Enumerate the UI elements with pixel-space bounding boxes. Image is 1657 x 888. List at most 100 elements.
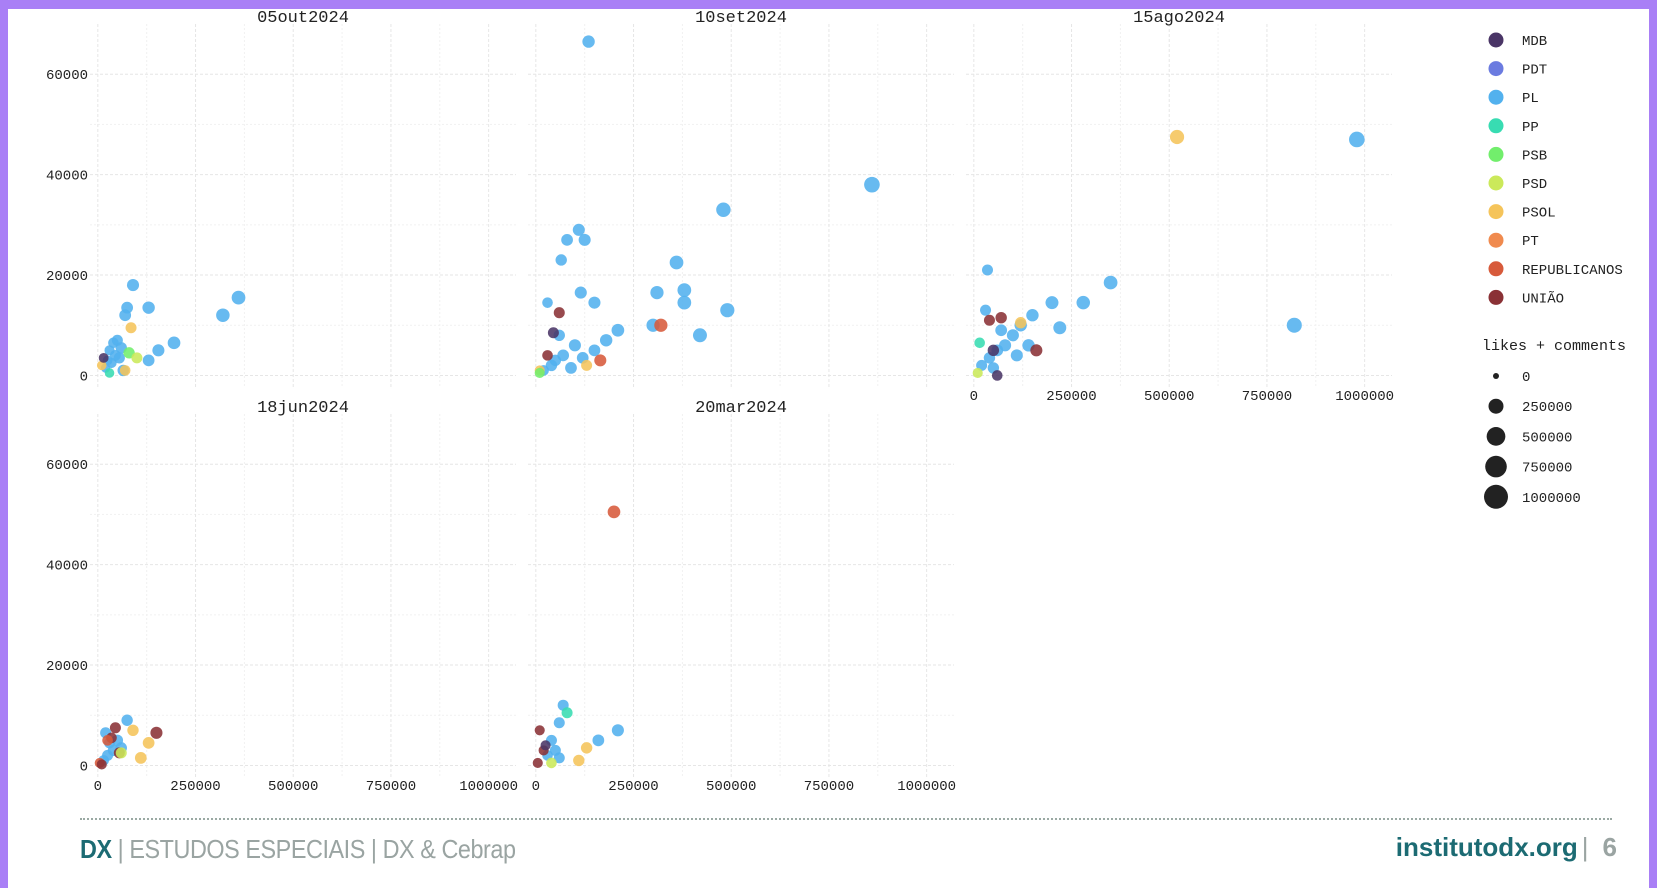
data-point-pl	[669, 255, 684, 270]
data-point-psol	[134, 752, 147, 764]
legend-size-label: 500000	[1522, 430, 1572, 446]
x-tick-label: 0	[94, 779, 102, 795]
data-point-pl	[611, 724, 624, 737]
data-point-união	[534, 725, 545, 736]
data-point-republicanos	[102, 735, 113, 746]
data-point-mdb	[991, 370, 1003, 381]
panel-background	[90, 24, 516, 388]
legend-label: MDB	[1522, 34, 1547, 50]
facet-title: 15ago2024	[1133, 9, 1225, 28]
data-point-pl	[592, 734, 605, 747]
data-point-pl	[692, 328, 707, 343]
top-frame-bar	[0, 0, 1657, 9]
data-point-pl	[572, 223, 585, 236]
data-point-republicanos	[607, 505, 621, 519]
legend-size-label: 0	[1522, 370, 1530, 386]
y-tick-label: 40000	[46, 559, 88, 575]
legend-swatch-mdb	[1488, 32, 1504, 48]
data-point-pl	[611, 323, 625, 337]
legend-label: REPUBLICANOS	[1522, 263, 1623, 279]
legend-size-swatch	[1493, 373, 1499, 379]
data-point-união	[553, 307, 565, 319]
facet-panel-15ago2024: 15ago2024 0 250000 500000 750000 1000000	[966, 9, 1394, 405]
legend-label: PT	[1522, 234, 1539, 250]
data-point-pl	[582, 35, 595, 48]
y-tick-label: 60000	[46, 458, 88, 474]
y-tick-label: 40000	[46, 169, 88, 185]
legend-label: PL	[1522, 91, 1539, 107]
data-point-psol	[1169, 129, 1185, 145]
legend-label: PSD	[1522, 177, 1547, 193]
data-point-psd	[131, 352, 143, 364]
data-point-pl	[1286, 317, 1302, 333]
data-point-união	[995, 312, 1007, 324]
footer-logo: DX	[80, 834, 112, 864]
data-point-pl	[216, 308, 230, 322]
legend-swatch-psb	[1488, 146, 1504, 162]
footer-right: institutodx.org | 6	[1396, 832, 1617, 863]
panel-background	[90, 414, 516, 778]
page-number: 6	[1602, 832, 1617, 862]
data-point-mdb	[987, 344, 1000, 357]
data-point-pl	[545, 359, 558, 372]
y-tick-label: 0	[80, 369, 88, 385]
data-point-psol	[142, 736, 155, 749]
data-point-pp	[104, 368, 115, 378]
right-frame-bar	[1649, 0, 1657, 888]
legend-size-label: 1000000	[1522, 491, 1581, 507]
data-point-pl	[542, 297, 553, 308]
x-tick-label: 750000	[366, 779, 416, 795]
data-point-pl	[121, 301, 134, 314]
data-point-psd	[972, 367, 983, 378]
facet-panel-10set2024: 10set2024	[528, 9, 954, 388]
data-point-pl	[1006, 329, 1019, 342]
x-tick-label: 250000	[1046, 389, 1096, 405]
facet-title: 20mar2024	[695, 399, 787, 418]
data-point-união	[150, 726, 163, 739]
legend-label: PSB	[1522, 148, 1547, 164]
legend-label: UNIÃO	[1522, 290, 1564, 307]
footer-subtitle: | ESTUDOS ESPECIAIS | DX & Cebrap	[111, 834, 516, 864]
data-point-republicanos	[654, 318, 668, 332]
data-point-pl	[599, 334, 613, 347]
data-point-união	[1030, 344, 1043, 357]
y-tick-label: 20000	[46, 269, 88, 285]
data-point-pl	[1010, 349, 1023, 362]
data-point-pl	[995, 324, 1008, 337]
data-point-psol	[127, 724, 139, 737]
data-point-pl	[142, 301, 155, 314]
footer-site-link[interactable]: institutodx.org	[1395, 832, 1578, 862]
data-point-pl	[980, 304, 992, 316]
x-tick-label: 1000000	[897, 779, 956, 795]
legend-swatch-pdt	[1488, 61, 1504, 77]
legend-size-swatch	[1485, 455, 1507, 478]
data-point-pl	[167, 336, 181, 350]
y-tick-label: 0	[80, 759, 88, 775]
data-point-psol	[96, 360, 107, 371]
data-point-pp	[974, 337, 985, 349]
panel-background	[528, 24, 954, 388]
facet-title: 05out2024	[257, 9, 349, 28]
data-point-psol	[125, 322, 137, 334]
data-point-pl	[553, 752, 565, 764]
data-point-psd	[115, 747, 127, 759]
legend-swatch-psd	[1488, 175, 1504, 191]
data-point-pl	[126, 279, 140, 292]
data-point-pl	[121, 714, 133, 726]
data-point-pl	[588, 344, 601, 357]
data-point-pl	[1053, 321, 1067, 335]
data-point-pl	[113, 352, 125, 364]
data-point-pl	[231, 290, 246, 305]
data-point-pl	[568, 339, 581, 352]
data-point-pl	[1076, 295, 1090, 310]
data-point-psb	[534, 367, 545, 378]
x-tick-label: 500000	[1144, 389, 1194, 405]
data-point-união	[532, 757, 543, 768]
x-tick-label: 750000	[1242, 389, 1292, 405]
data-point-republicanos	[594, 354, 607, 367]
x-tick-label: 500000	[268, 779, 318, 795]
facet-title: 18jun2024	[257, 399, 349, 418]
legend-label: PDT	[1522, 63, 1547, 79]
data-point-união	[96, 759, 107, 770]
footer-brand: DX | ESTUDOS ESPECIAIS | DX & Cebrap	[80, 834, 516, 865]
